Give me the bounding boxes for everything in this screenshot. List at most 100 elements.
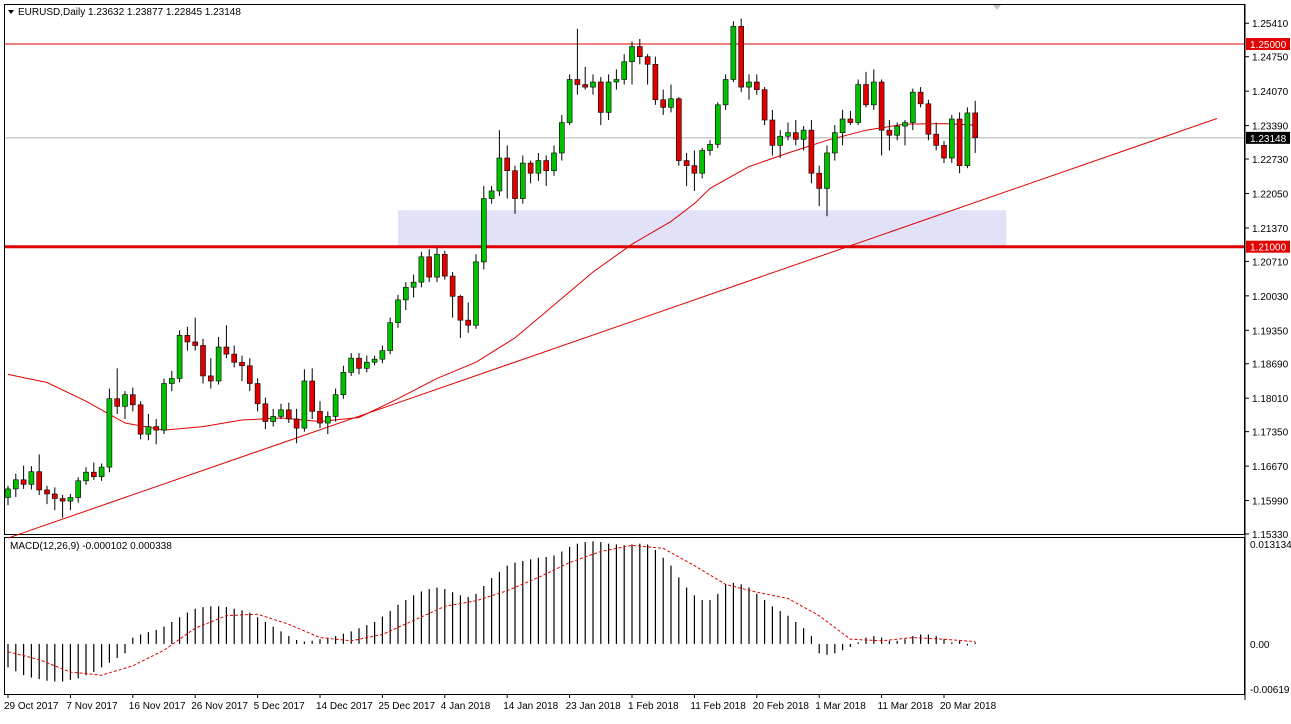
- candle-body: [130, 394, 136, 406]
- candle: [894, 122, 901, 141]
- ohlc-label: 1.23632 1.23877 1.22845 1.23148: [88, 7, 241, 18]
- candle-body: [348, 357, 355, 373]
- y-axis-tick-label: 1.18010: [1252, 394, 1289, 405]
- candle: [660, 89, 667, 115]
- candle: [106, 388, 113, 473]
- candle: [800, 126, 807, 151]
- candle: [5, 485, 11, 506]
- candle-body: [707, 144, 713, 151]
- candle-body: [574, 79, 581, 85]
- candle-body: [597, 81, 604, 113]
- symbol-menu-icon[interactable]: [8, 10, 14, 14]
- candle: [496, 130, 503, 197]
- candle-body: [582, 84, 589, 88]
- candle: [917, 87, 924, 108]
- candle-body: [13, 479, 19, 490]
- candle: [925, 99, 932, 141]
- candle-body: [145, 426, 152, 435]
- candle: [231, 345, 237, 368]
- candle: [98, 463, 105, 481]
- candle-body: [410, 281, 417, 288]
- level-price-tag-text-1: 1.21000: [1250, 243, 1287, 254]
- candle: [402, 282, 409, 311]
- candle-body: [402, 286, 409, 301]
- symbol-label: EURUSD,Daily: [18, 7, 85, 18]
- candle: [551, 145, 557, 176]
- candle-body: [808, 129, 815, 174]
- candle: [777, 130, 784, 159]
- candle-body: [948, 118, 955, 159]
- candle: [886, 120, 893, 151]
- candle-body: [457, 296, 464, 321]
- candle-body: [176, 335, 183, 379]
- candle-body: [691, 165, 698, 174]
- candle: [652, 56, 659, 105]
- candle-body: [652, 63, 659, 101]
- candle: [948, 114, 955, 164]
- candle-body: [161, 383, 167, 431]
- candle-body: [28, 471, 35, 485]
- x-axis-tick-label: 16 Nov 2017: [129, 701, 186, 712]
- candle-body: [247, 365, 253, 384]
- candle-body: [613, 79, 620, 83]
- candle-body: [36, 471, 43, 491]
- candle: [668, 84, 674, 113]
- candle: [933, 122, 940, 151]
- candle: [629, 41, 635, 85]
- candle: [941, 141, 947, 164]
- candle-body: [769, 119, 776, 146]
- candle: [122, 391, 128, 419]
- candle: [13, 473, 19, 498]
- candle: [371, 355, 378, 366]
- candle-body: [512, 170, 518, 199]
- candle-body: [675, 98, 682, 161]
- candle: [324, 411, 331, 435]
- candle-body: [215, 346, 222, 382]
- candle: [239, 355, 245, 381]
- candle-body: [839, 118, 846, 133]
- candle-body: [605, 81, 612, 113]
- candle: [395, 294, 401, 328]
- candle-body: [208, 375, 214, 382]
- candle-body: [683, 160, 690, 166]
- candle-body: [356, 357, 362, 369]
- candle: [363, 355, 370, 373]
- candle-body: [746, 81, 752, 88]
- candle: [816, 165, 823, 207]
- candle: [527, 160, 534, 184]
- candle: [83, 467, 89, 485]
- candle-body: [730, 25, 737, 80]
- candle-body: [535, 160, 542, 174]
- x-axis-tick-label: 5 Dec 2017: [254, 701, 306, 712]
- candle: [410, 274, 417, 298]
- candle-body: [301, 380, 308, 429]
- candle: [746, 74, 752, 100]
- candle-body: [293, 418, 300, 429]
- chart-shift-marker[interactable]: [993, 5, 1001, 10]
- candle: [972, 100, 979, 153]
- candle-body: [863, 84, 869, 106]
- candle-body: [621, 61, 628, 80]
- candle-body: [122, 394, 128, 407]
- candle-body: [309, 380, 316, 412]
- candle-body: [340, 372, 347, 395]
- candle: [28, 466, 35, 490]
- y-axis-tick-label: 1.21370: [1252, 224, 1289, 235]
- level-price-tag-text-0: 1.25000: [1250, 40, 1287, 51]
- macd-axis-zero: 0.00: [1250, 640, 1270, 651]
- candle-body: [496, 157, 503, 192]
- candle: [480, 185, 487, 270]
- y-axis-tick-label: 1.18690: [1252, 360, 1289, 371]
- candle-body: [20, 479, 27, 485]
- candle-body: [324, 416, 331, 424]
- candle-body: [636, 46, 643, 57]
- candle: [582, 66, 589, 90]
- candle: [691, 150, 698, 191]
- candle: [714, 102, 721, 148]
- y-axis-tick-label: 1.15330: [1252, 530, 1289, 541]
- x-axis-tick-label: 11 Feb 2018: [690, 701, 746, 712]
- candle-body: [51, 493, 58, 499]
- candle: [192, 317, 198, 351]
